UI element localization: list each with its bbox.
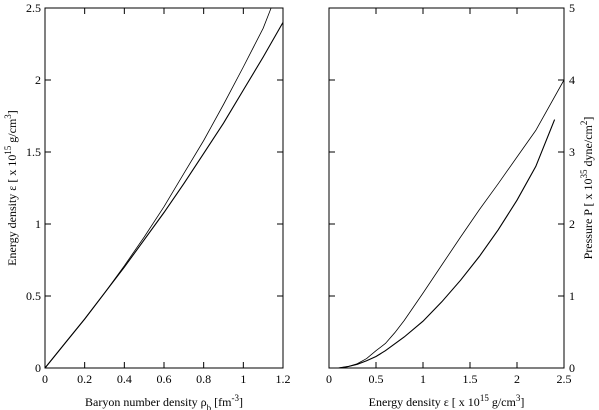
x-tick-label: 1 xyxy=(240,372,246,386)
y-tick-label: 2 xyxy=(569,217,575,231)
y-tick-label: 0.5 xyxy=(26,289,41,303)
x-tick-label: 0.6 xyxy=(157,372,172,386)
y-tick-label: 1.5 xyxy=(26,145,41,159)
x-tick-label: 0.5 xyxy=(369,372,384,386)
x-tick-label: 1.5 xyxy=(463,372,478,386)
y-tick-label: 4 xyxy=(569,73,575,87)
x-tick-label: 0.2 xyxy=(77,372,92,386)
series-line-1 xyxy=(338,79,565,369)
x-axis-label: Energy density ε [ x 1015 g/cm3] xyxy=(369,393,525,409)
y-tick-label: 5 xyxy=(569,1,575,15)
x-tick-label: 2 xyxy=(514,372,520,386)
y-tick-label: 3 xyxy=(569,145,575,159)
x-tick-label: 0.4 xyxy=(117,372,132,386)
x-axis-label: Baryon number density ρb [fm-3] xyxy=(85,393,243,410)
plot-frame xyxy=(328,7,565,369)
series-line-2 xyxy=(44,22,284,369)
y-tick-label: 1 xyxy=(35,217,41,231)
y-axis-label: Pressure P [ x 1035 dyne/cm2] xyxy=(579,117,595,260)
series-line-2 xyxy=(338,119,556,369)
x-tick-label: 0 xyxy=(42,372,48,386)
y-tick-label: 0 xyxy=(35,361,41,375)
x-tick-label: 0 xyxy=(326,372,332,386)
y-tick-label: 2.5 xyxy=(26,1,41,15)
y-tick-label: 1 xyxy=(569,289,575,303)
plot-frame xyxy=(44,7,284,369)
y-tick-label: 0 xyxy=(569,361,575,375)
x-tick-label: 1 xyxy=(420,372,426,386)
y-tick-label: 2 xyxy=(35,73,41,87)
x-tick-label: 1.2 xyxy=(276,372,291,386)
series-line-1 xyxy=(44,7,272,369)
x-tick-label: 2.5 xyxy=(557,372,572,386)
left-panel-energy-density-vs-baryon-density: 0 0.2 0.4 0.6 0.8 1 1.2 0 0.5 1 1.5 2 2.5 Baryon numb… xyxy=(3,1,291,410)
y-axis-label: Energy density ε [ x 1015 g/cm3] xyxy=(3,110,19,266)
x-tick-label: 0.8 xyxy=(196,372,211,386)
